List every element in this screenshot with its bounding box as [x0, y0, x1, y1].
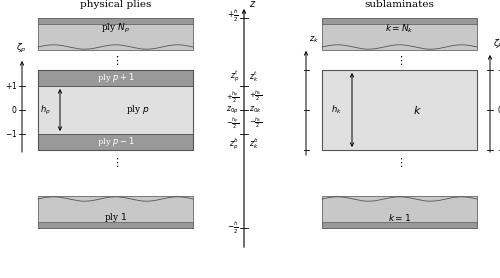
- Text: ply $p$: ply $p$: [126, 103, 150, 116]
- Bar: [322, 18, 477, 50]
- Bar: [38, 70, 193, 150]
- Bar: [322, 196, 477, 228]
- Text: ply $N_p$: ply $N_p$: [101, 22, 130, 35]
- Text: $-\frac{h}{2}$: $-\frac{h}{2}$: [227, 220, 239, 236]
- Text: $k = N_k$: $k = N_k$: [385, 23, 414, 35]
- Bar: [38, 222, 193, 228]
- Text: ply $1$: ply $1$: [104, 211, 128, 224]
- Text: $z_k$: $z_k$: [309, 34, 319, 45]
- Text: $z_p^b$: $z_p^b$: [230, 136, 239, 152]
- Text: $+\frac{h}{2}$: $+\frac{h}{2}$: [227, 8, 239, 24]
- Text: $-1$: $-1$: [497, 145, 500, 155]
- Text: $-\frac{h_p}{2}$: $-\frac{h_p}{2}$: [226, 115, 239, 131]
- Text: $z_{0k}$: $z_{0k}$: [249, 105, 262, 115]
- Text: $z_k^b$: $z_k^b$: [249, 136, 258, 151]
- Text: $\zeta_k$: $\zeta_k$: [493, 37, 500, 50]
- Bar: [38, 196, 193, 228]
- Text: $+1$: $+1$: [497, 64, 500, 76]
- Text: $+\frac{h_k}{2}$: $+\frac{h_k}{2}$: [249, 89, 262, 104]
- Text: $-1$: $-1$: [4, 128, 17, 140]
- Text: $+\frac{h_p}{2}$: $+\frac{h_p}{2}$: [226, 89, 239, 105]
- Text: $\vdots$: $\vdots$: [396, 156, 404, 169]
- Text: $\vdots$: $\vdots$: [396, 54, 404, 67]
- Text: $z_{0p}$: $z_{0p}$: [226, 105, 239, 116]
- Text: $-\frac{h_k}{2}$: $-\frac{h_k}{2}$: [249, 116, 262, 131]
- Text: $k = 1$: $k = 1$: [388, 212, 411, 223]
- Text: $z$: $z$: [249, 0, 256, 9]
- Bar: [38, 86, 193, 134]
- Bar: [322, 70, 477, 150]
- Text: $h_p$: $h_p$: [40, 103, 51, 116]
- Bar: [38, 134, 193, 150]
- Bar: [322, 18, 477, 24]
- Text: physical plies: physical plies: [80, 1, 151, 9]
- Bar: [38, 18, 193, 50]
- Text: sublaminates: sublaminates: [364, 1, 434, 9]
- Text: $+1$: $+1$: [4, 81, 17, 91]
- Text: ply $p-1$: ply $p-1$: [96, 135, 134, 148]
- Text: ply $p+1$: ply $p+1$: [96, 71, 134, 85]
- Text: $h_k$: $h_k$: [331, 104, 342, 116]
- Text: $\vdots$: $\vdots$: [112, 54, 120, 67]
- Bar: [38, 18, 193, 24]
- Text: $\vdots$: $\vdots$: [112, 156, 120, 169]
- Bar: [322, 222, 477, 228]
- Bar: [38, 70, 193, 86]
- Text: $\zeta_p$: $\zeta_p$: [16, 42, 26, 55]
- Text: $k$: $k$: [413, 104, 422, 116]
- Text: $z_p^t$: $z_p^t$: [230, 68, 239, 84]
- Text: $0$: $0$: [10, 105, 17, 115]
- Text: $z_k^t$: $z_k^t$: [249, 69, 258, 84]
- Text: $0$: $0$: [497, 105, 500, 115]
